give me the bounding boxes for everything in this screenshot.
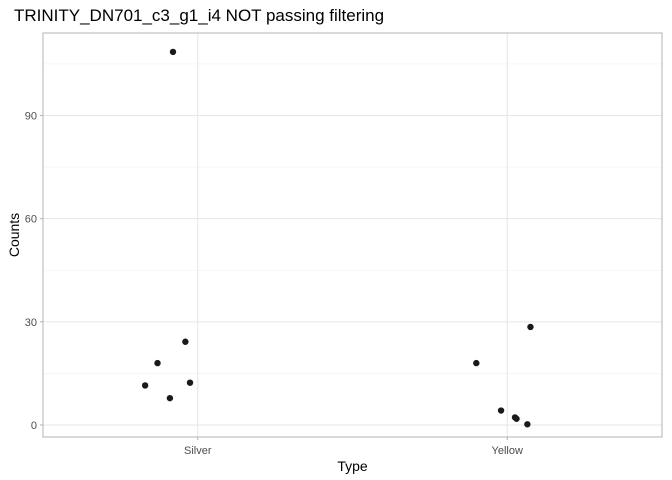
data-point [154,359,161,367]
data-point [169,48,177,56]
data-points [141,48,534,428]
y-axis-title: Counts [6,213,22,257]
data-point [524,421,531,428]
data-point [186,379,194,386]
y-tick-label: 0 [31,420,37,432]
x-tick-label: Silver [184,445,212,457]
data-point [473,359,480,367]
data-point [182,338,189,345]
y-tick-label: 90 [25,111,37,123]
y-tick-label: 30 [25,317,37,329]
data-point [513,415,520,422]
axis-ticks: 0 30 60 90 Silver Yellow [25,111,523,457]
grid [43,33,662,437]
data-point [497,407,505,414]
y-tick-label: 60 [25,214,37,226]
chart-title: TRINITY_DN701_c3_g1_i4 NOT passing filte… [14,6,384,25]
data-point [141,382,149,389]
data-point [166,394,174,402]
plot-panel [42,32,663,438]
x-tick-label: Yellow [492,445,523,457]
data-point [527,323,534,331]
x-axis-title: Type [337,458,368,474]
